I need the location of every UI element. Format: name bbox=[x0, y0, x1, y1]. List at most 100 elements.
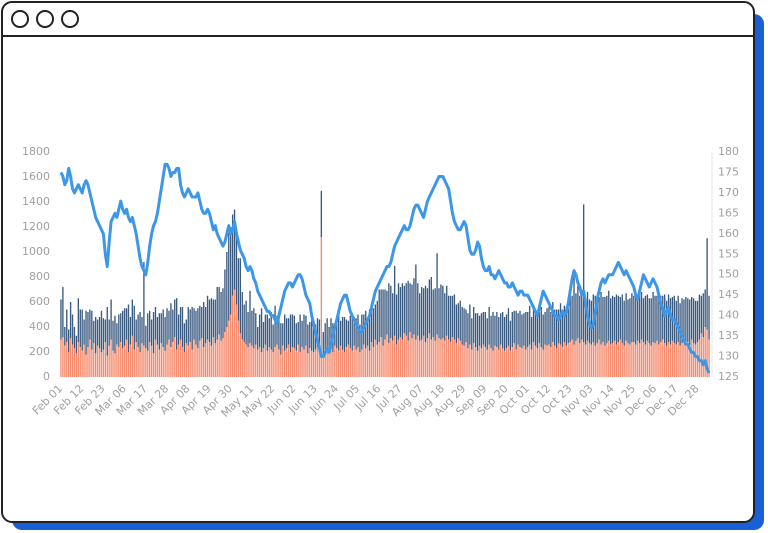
bar bbox=[183, 323, 186, 352]
bar bbox=[665, 300, 668, 346]
y2-tick-label: 180 bbox=[718, 145, 739, 158]
bar bbox=[253, 308, 255, 349]
bar bbox=[258, 314, 261, 347]
bar bbox=[515, 349, 517, 377]
bar bbox=[93, 320, 95, 344]
bar bbox=[428, 279, 431, 334]
bar bbox=[673, 343, 675, 377]
bar bbox=[548, 307, 550, 345]
bar bbox=[280, 354, 282, 377]
bar bbox=[505, 314, 508, 349]
bar bbox=[500, 344, 502, 377]
bar bbox=[164, 317, 166, 351]
bar bbox=[141, 343, 143, 377]
bar bbox=[343, 352, 346, 377]
bar bbox=[575, 340, 577, 377]
bar bbox=[374, 304, 377, 340]
bar bbox=[501, 312, 504, 349]
bar bbox=[581, 289, 583, 340]
bar bbox=[413, 278, 415, 335]
bar bbox=[571, 339, 573, 377]
bar bbox=[403, 333, 405, 377]
bar bbox=[538, 312, 540, 344]
bar bbox=[179, 307, 182, 340]
bar bbox=[307, 324, 309, 354]
bar bbox=[565, 307, 567, 346]
bar bbox=[505, 348, 508, 377]
bar bbox=[536, 312, 539, 349]
bar bbox=[110, 299, 112, 340]
bar bbox=[442, 338, 444, 377]
bar bbox=[401, 339, 404, 377]
bar bbox=[149, 310, 151, 342]
bar bbox=[185, 343, 188, 377]
bar bbox=[214, 343, 216, 377]
bar bbox=[359, 324, 361, 352]
bar bbox=[662, 295, 664, 340]
bar bbox=[606, 295, 608, 344]
bar bbox=[133, 349, 135, 377]
bar bbox=[511, 312, 513, 347]
bar bbox=[700, 295, 702, 334]
bar bbox=[220, 292, 222, 341]
bar bbox=[338, 350, 340, 377]
bar bbox=[85, 354, 87, 377]
bar bbox=[345, 347, 348, 377]
bar bbox=[359, 352, 361, 377]
bar bbox=[239, 333, 242, 377]
window-button[interactable] bbox=[36, 10, 54, 28]
window-button[interactable] bbox=[11, 10, 29, 28]
bar bbox=[444, 293, 446, 341]
bar bbox=[152, 353, 155, 377]
bar bbox=[208, 299, 211, 342]
bar bbox=[521, 314, 523, 349]
bar bbox=[679, 303, 681, 346]
bar bbox=[584, 344, 587, 377]
bar bbox=[341, 349, 344, 377]
bar bbox=[534, 312, 537, 346]
bar bbox=[93, 343, 95, 377]
bar bbox=[619, 297, 621, 340]
bar bbox=[87, 312, 89, 347]
bar bbox=[255, 344, 257, 377]
bar bbox=[293, 348, 296, 377]
bar bbox=[212, 337, 215, 377]
bar bbox=[357, 347, 359, 377]
bar bbox=[131, 299, 134, 336]
bar bbox=[118, 314, 120, 347]
bar bbox=[382, 345, 384, 377]
bar bbox=[102, 318, 105, 350]
bar bbox=[143, 262, 145, 346]
bar bbox=[262, 322, 265, 349]
window-button[interactable] bbox=[61, 10, 79, 28]
bar bbox=[631, 293, 633, 342]
bar bbox=[555, 309, 558, 349]
bar bbox=[561, 347, 564, 377]
bar bbox=[287, 344, 290, 377]
bar bbox=[636, 340, 639, 377]
bar bbox=[706, 329, 708, 377]
bar bbox=[162, 309, 164, 347]
bar bbox=[284, 350, 286, 377]
bar bbox=[71, 344, 74, 377]
bar bbox=[172, 309, 174, 342]
bar bbox=[214, 299, 216, 344]
bar bbox=[557, 309, 560, 344]
bar bbox=[683, 340, 685, 377]
bar bbox=[339, 320, 342, 346]
bar bbox=[312, 328, 315, 352]
bar bbox=[473, 343, 475, 377]
bar bbox=[316, 347, 319, 377]
bar bbox=[474, 313, 477, 347]
bar bbox=[565, 345, 567, 377]
bar bbox=[635, 295, 637, 345]
bar bbox=[455, 343, 458, 377]
bar bbox=[530, 317, 533, 350]
bar bbox=[168, 339, 170, 377]
bar bbox=[658, 294, 660, 345]
bar bbox=[604, 297, 606, 346]
bar bbox=[590, 344, 593, 377]
bar bbox=[619, 339, 621, 377]
bar bbox=[309, 348, 311, 377]
bar bbox=[428, 333, 431, 377]
